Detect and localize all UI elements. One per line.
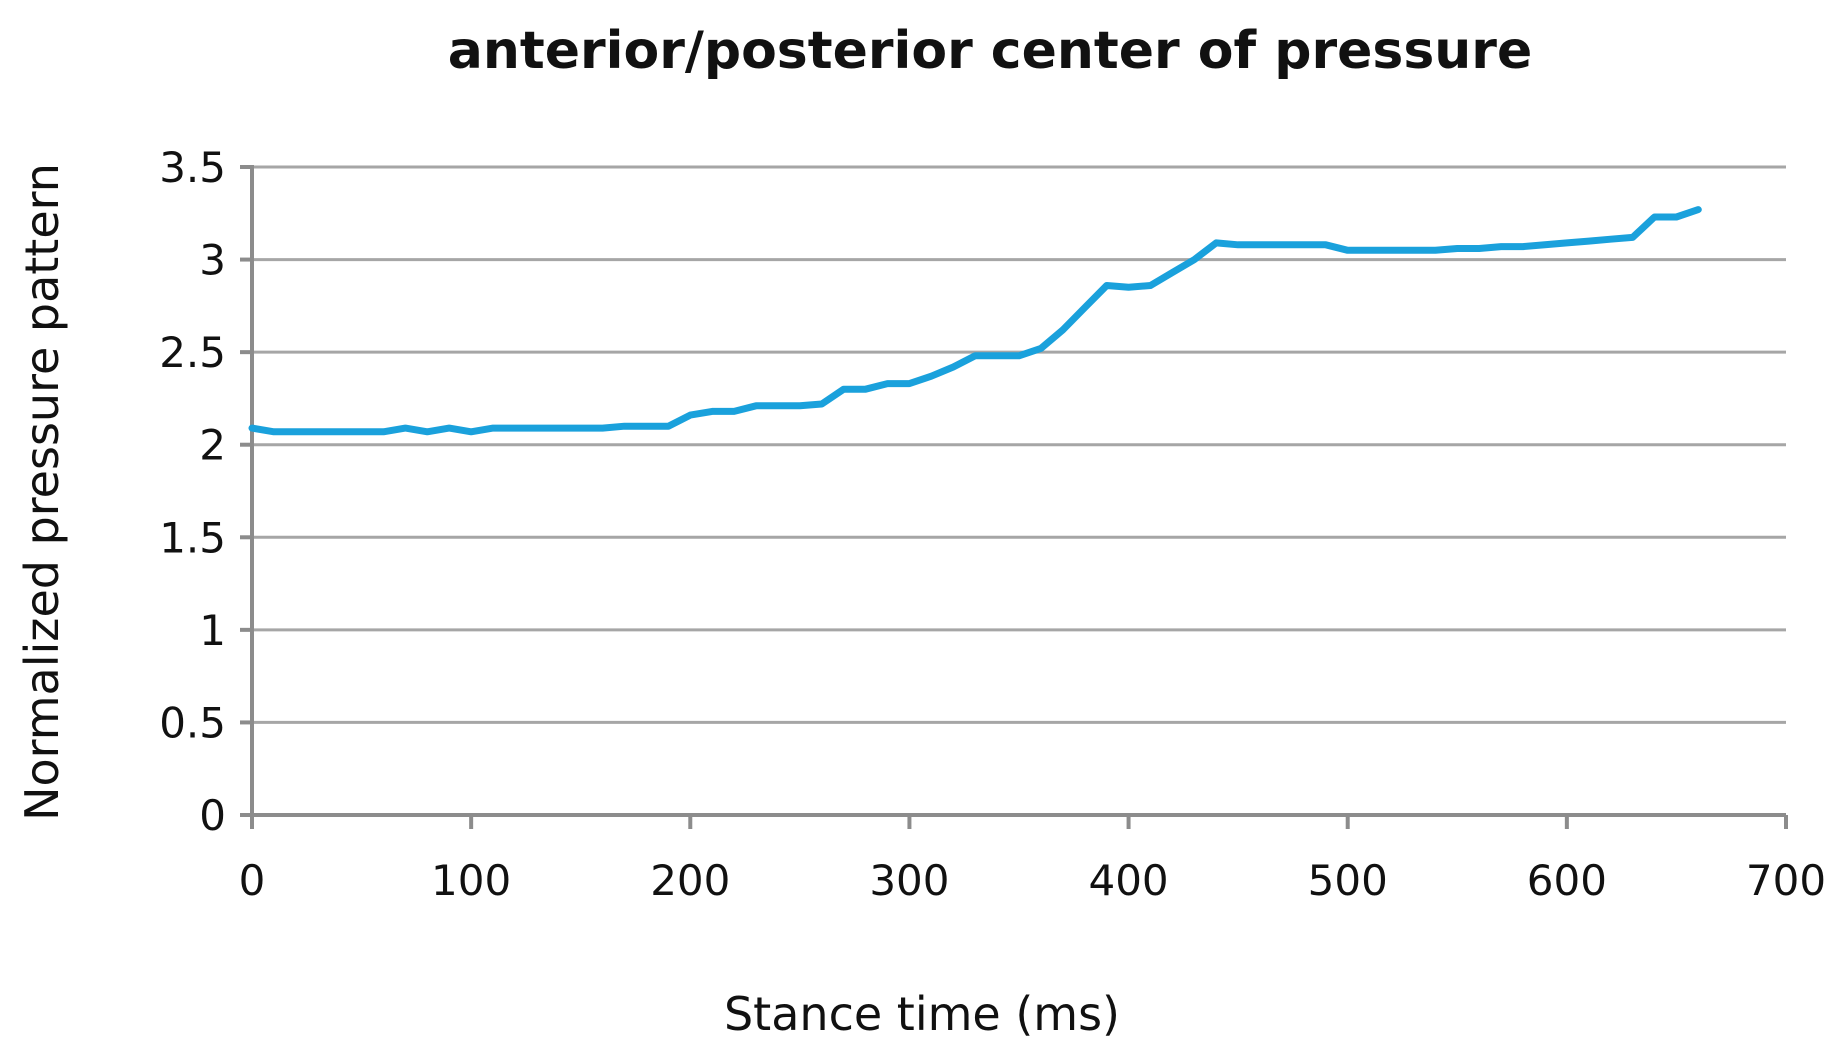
x-tick-label: 500: [1308, 856, 1388, 905]
x-tick-label: 0: [239, 856, 266, 905]
chart-title: anterior/posterior center of pressure: [448, 21, 1532, 81]
y-tick-label: 3.5: [159, 143, 226, 192]
tick-layer: 0 0.5 1 1.5 2 2.5 3 3.5 0 100 200 300 400 500 600 700: [159, 143, 1826, 905]
x-tick-label: 700: [1746, 856, 1826, 905]
x-tick-label: 400: [1088, 856, 1168, 905]
y-axis-label: Normalized pressure pattern: [15, 163, 69, 821]
x-tick-label: 100: [431, 856, 511, 905]
x-tick-label: 600: [1527, 856, 1607, 905]
y-tick-label: 0.5: [159, 698, 226, 747]
x-axis-label: Stance time (ms): [724, 987, 1120, 1041]
series-layer: [248, 206, 1702, 436]
y-tick-label: 2.5: [159, 328, 226, 377]
grid-layer: [252, 165, 1786, 724]
y-tick-label: 1: [199, 606, 226, 655]
y-tick-label: 1.5: [159, 513, 226, 562]
x-tick-label: 200: [650, 856, 730, 905]
x-tick-label: 300: [869, 856, 949, 905]
y-tick-label: 3: [199, 236, 226, 285]
y-tick-label: 2: [199, 421, 226, 470]
y-tick-label: 0: [199, 791, 226, 840]
axis-layer: [250, 165, 1786, 817]
series-line-0: [248, 206, 1702, 436]
